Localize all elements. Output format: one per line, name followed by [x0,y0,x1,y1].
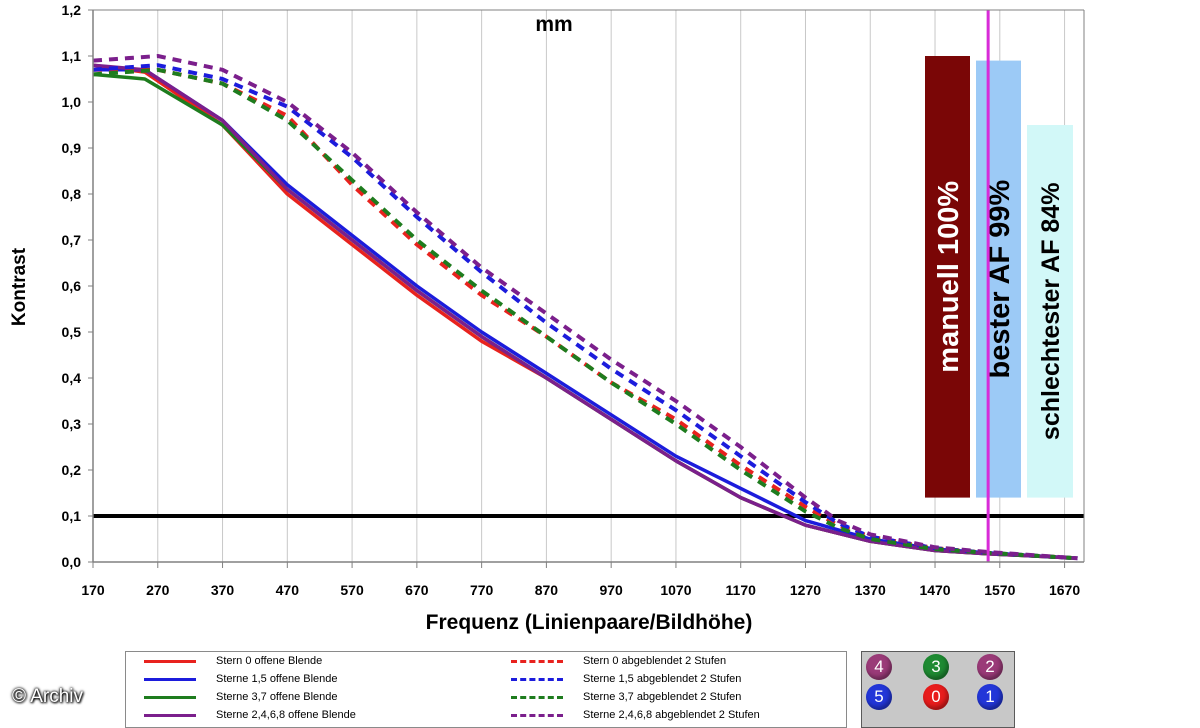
series-line [92,67,1078,561]
tick-labels: 170 270 370 470 570 670 770 870 970 1070 1170 1270 1… [62,2,1081,598]
af-bar [925,56,970,498]
x-tick-label: 170 [81,582,105,598]
af-bar [976,60,1021,498]
legend-swatch [144,678,196,681]
legend-label: Sterne 2,4,6,8 abgeblendet 2 Stufen [583,709,760,721]
legend-swatch [511,714,563,717]
legend-label: Stern 0 offene Blende [216,655,323,667]
y-tick-label: 0,3 [62,416,82,432]
legend-swatch [144,660,196,663]
chart-legend: Stern 0 offene Blende Sterne 1,5 offene … [125,651,847,728]
x-axis-label: Frequenz (Linienpaare/Bildhöhe) [426,611,753,634]
af-bar-label: schlechtester AF 84% [1037,183,1065,441]
series-line [92,54,1078,561]
x-tick-label: 670 [405,582,429,598]
y-tick-label: 0,2 [62,462,82,478]
legend-swatch [511,660,563,663]
mtf-chart: manuell 100% bester AF 99% schlechtester A… [9,2,1085,634]
x-tick-label: 270 [146,582,170,598]
star-marker: 3 [923,654,949,680]
legend-swatch [144,696,196,699]
y-tick-label: 1,1 [62,48,82,64]
x-tick-label: 1670 [1049,582,1080,598]
x-tick-label: 1270 [790,582,821,598]
legend-swatch [511,678,563,681]
y-axis-label: Kontrast [9,247,30,326]
af-bar-label: manuell 100% [933,181,965,373]
y-tick-label: 0,7 [62,232,82,248]
star-marker: 4 [866,654,892,680]
af-bar [1027,125,1073,498]
x-tick-label: 470 [276,582,300,598]
y-tick-label: 0,5 [62,324,82,340]
x-tick-label: 1570 [984,582,1015,598]
y-tick-label: 1,2 [62,2,82,18]
legend-label: Sterne 1,5 offene Blende [216,673,338,685]
x-tick-label: 1370 [855,582,886,598]
chart-title: mm [535,13,572,36]
y-tick-label: 0,0 [62,554,82,570]
star-marker: 1 [977,684,1003,710]
copyright-credit: © Archiv [12,686,84,707]
axes [88,9,1085,568]
star-marker: 2 [977,654,1003,680]
series-line [92,63,1078,561]
x-tick-label: 1170 [726,582,757,598]
star-marker: 0 [923,684,949,710]
legend-label: Sterne 3,7 abgeblendet 2 Stufen [583,691,742,703]
x-tick-label: 1470 [919,582,950,598]
x-tick-label: 1070 [660,582,691,598]
legend-label: Sterne 1,5 abgeblendet 2 Stufen [583,673,742,685]
x-tick-label: 770 [470,582,494,598]
y-tick-label: 1,0 [62,94,82,110]
legend-label: Stern 0 abgeblendet 2 Stufen [583,655,727,667]
x-tick-label: 370 [211,582,235,598]
legend-label: Sterne 3,7 offene Blende [216,691,338,703]
legend-swatch [144,714,196,717]
af-bars: manuell 100% bester AF 99% schlechtester A… [925,56,1073,498]
star-position-map: 4 3 2 5 0 1 [861,651,1015,728]
star-marker: 5 [866,684,892,710]
x-tick-label: 870 [535,582,559,598]
legend-swatch [511,696,563,699]
y-tick-label: 0,9 [62,140,82,156]
legend-label: Sterne 2,4,6,8 offene Blende [216,709,356,721]
y-tick-label: 0,8 [62,186,82,202]
x-tick-label: 570 [340,582,364,598]
series-lines [92,10,1084,562]
y-tick-label: 0,1 [62,508,82,524]
x-tick-label: 970 [599,582,623,598]
y-tick-label: 0,4 [62,370,82,386]
y-tick-label: 0,6 [62,278,82,294]
